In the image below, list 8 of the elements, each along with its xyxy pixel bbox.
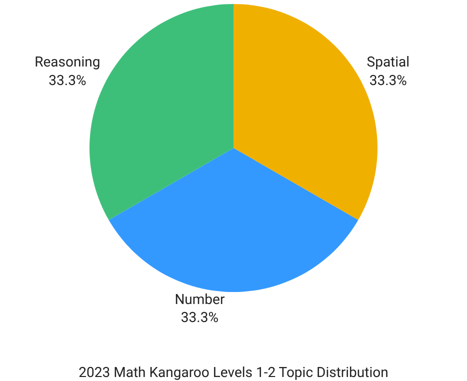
data-label: 33.3% bbox=[48, 72, 86, 89]
data-label: 33.3% bbox=[180, 310, 218, 326]
slice-label: Number bbox=[174, 292, 225, 308]
pie-slice bbox=[108, 148, 358, 292]
text: 2023 Math Kangaroo Levels 1-2 Topic Distribution bbox=[78, 365, 388, 381]
slice-label: Reasoning bbox=[34, 54, 100, 71]
data-label: 33.3% bbox=[369, 72, 407, 89]
slice-label: Spatial bbox=[366, 54, 410, 71]
